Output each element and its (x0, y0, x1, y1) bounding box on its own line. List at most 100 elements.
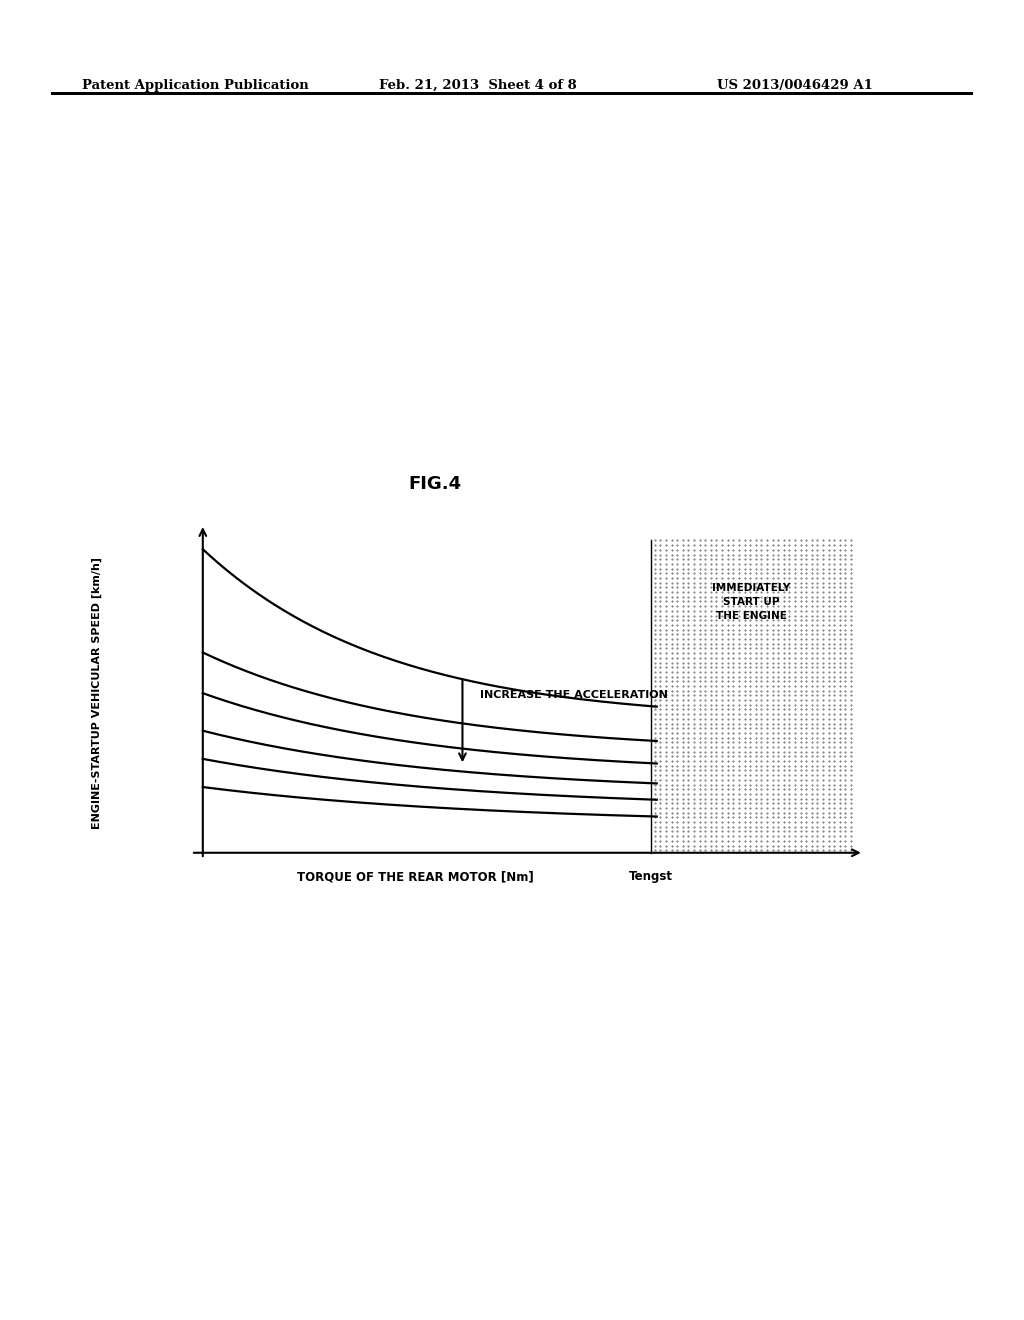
Point (838, 731, 854, 752)
Point (759, 746, 775, 767)
Point (697, 807, 714, 828)
Point (804, 638, 820, 659)
Point (753, 704, 769, 725)
Point (838, 783, 854, 804)
Point (826, 661, 843, 682)
Point (697, 836, 714, 857)
Point (831, 591, 848, 612)
Point (820, 797, 837, 818)
Point (731, 544, 748, 565)
Point (652, 671, 669, 692)
Point (702, 751, 719, 772)
Point (691, 680, 708, 701)
Point (742, 610, 759, 631)
Point (652, 656, 669, 677)
Point (838, 770, 854, 791)
Point (742, 586, 759, 607)
Point (652, 797, 669, 818)
Point (675, 755, 691, 776)
Point (709, 601, 725, 622)
Point (775, 676, 792, 697)
Point (831, 770, 848, 791)
Point (691, 704, 708, 725)
Point (838, 803, 854, 824)
Point (675, 647, 691, 668)
Point (809, 553, 825, 574)
Point (736, 634, 753, 655)
Point (826, 676, 843, 697)
Point (702, 572, 719, 593)
Point (770, 661, 786, 682)
Point (809, 722, 825, 743)
Point (804, 783, 820, 804)
Point (826, 610, 843, 631)
Point (838, 656, 854, 677)
Point (686, 727, 702, 748)
Point (798, 634, 814, 655)
Point (764, 764, 780, 785)
Point (725, 689, 741, 710)
Point (725, 807, 741, 828)
Point (675, 812, 691, 833)
Point (657, 572, 674, 593)
Point (709, 656, 725, 677)
Point (820, 568, 837, 589)
Point (697, 667, 714, 688)
Point (709, 624, 725, 645)
Point (838, 779, 854, 800)
Point (786, 680, 803, 701)
Point (798, 821, 814, 842)
Point (646, 529, 663, 550)
Point (680, 840, 696, 861)
Point (826, 671, 843, 692)
Point (664, 529, 680, 550)
Point (675, 638, 691, 659)
Point (646, 825, 663, 846)
Point (748, 614, 764, 635)
Point (753, 540, 769, 561)
Point (775, 595, 792, 616)
Point (753, 821, 769, 842)
Point (714, 652, 730, 673)
Point (714, 713, 730, 734)
Point (675, 676, 691, 697)
Point (759, 709, 775, 730)
Point (736, 540, 753, 561)
Point (831, 562, 848, 583)
Point (714, 667, 730, 688)
Point (775, 694, 792, 715)
Point (709, 821, 725, 842)
Point (798, 731, 814, 752)
Point (759, 797, 775, 818)
Point (652, 812, 669, 833)
Point (646, 680, 663, 701)
Point (793, 624, 809, 645)
Point (669, 718, 685, 739)
Point (820, 821, 837, 842)
Point (804, 619, 820, 640)
Point (786, 656, 803, 677)
Point (652, 549, 669, 570)
Point (675, 807, 691, 828)
Point (775, 680, 792, 701)
Point (702, 685, 719, 706)
Point (820, 727, 837, 748)
Point (820, 718, 837, 739)
Point (786, 652, 803, 673)
Point (686, 577, 702, 598)
Point (838, 553, 854, 574)
Point (720, 803, 736, 824)
Point (843, 582, 859, 603)
Point (820, 807, 837, 828)
Point (838, 840, 854, 861)
Point (669, 694, 685, 715)
Point (764, 671, 780, 692)
Point (742, 652, 759, 673)
Point (804, 595, 820, 616)
Point (652, 582, 669, 603)
Point (815, 558, 831, 579)
Point (731, 755, 748, 776)
Point (759, 624, 775, 645)
Point (759, 558, 775, 579)
Point (770, 722, 786, 743)
